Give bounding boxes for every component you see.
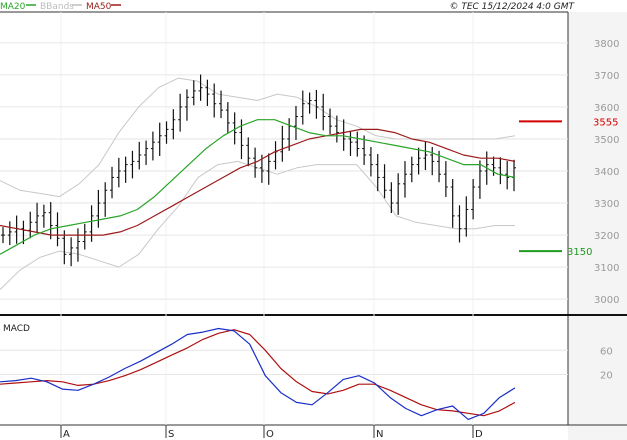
ma50-line [0,128,516,236]
bbands-upper-line [0,77,516,198]
y-axis-strip [568,12,627,440]
macd-panel-label: MACD [3,324,30,334]
x-tick-label: A [63,429,70,440]
price-y-tick-label: 3300 [594,199,619,210]
support-label: 3150 [567,247,592,258]
price-y-tick-label: 3100 [594,263,619,274]
copyright-text: © TEC 15/12/2024 4:0 GMT [449,2,575,12]
ma20-line [0,119,516,255]
macd-y-tick-label: 20 [600,371,613,382]
legend-bbands-label: BBands [40,2,74,12]
macd-layer [0,327,516,420]
price-y-tick-label: 3800 [594,39,619,50]
price-y-tick-label: 3200 [594,231,619,242]
price-y-tick-label: 3000 [594,295,619,306]
macd-y-tick-label: 60 [600,346,613,357]
y-axis-ticks: 3800 3700 3600 3500 3400 3300 3200 3100 3000 60 20 [594,39,619,382]
x-tick-label: O [266,429,274,440]
macd-line [0,327,516,420]
bbands-layer [0,77,516,290]
price-y-tick-label: 3500 [594,135,619,146]
price-y-tick-label: 3600 [594,103,619,114]
bbands-lower-line [0,160,515,290]
x-tick-label: S [168,429,174,440]
resistance-label: 3555 [593,117,618,128]
price-y-tick-label: 3700 [594,71,619,82]
legend-ma20-label: MA20 [0,2,26,12]
candles-layer [1,74,516,267]
x-tick-label: N [376,429,383,440]
legend-ma50-label: MA50 [86,2,112,12]
levels-layer: 3555 3150 [519,117,618,258]
legend: MA20 BBands MA50 [0,2,121,12]
x-tick-label: D [475,429,483,440]
moving-averages-layer [0,119,516,255]
macd-signal-line [0,329,516,417]
price-y-tick-label: 3400 [594,167,619,178]
